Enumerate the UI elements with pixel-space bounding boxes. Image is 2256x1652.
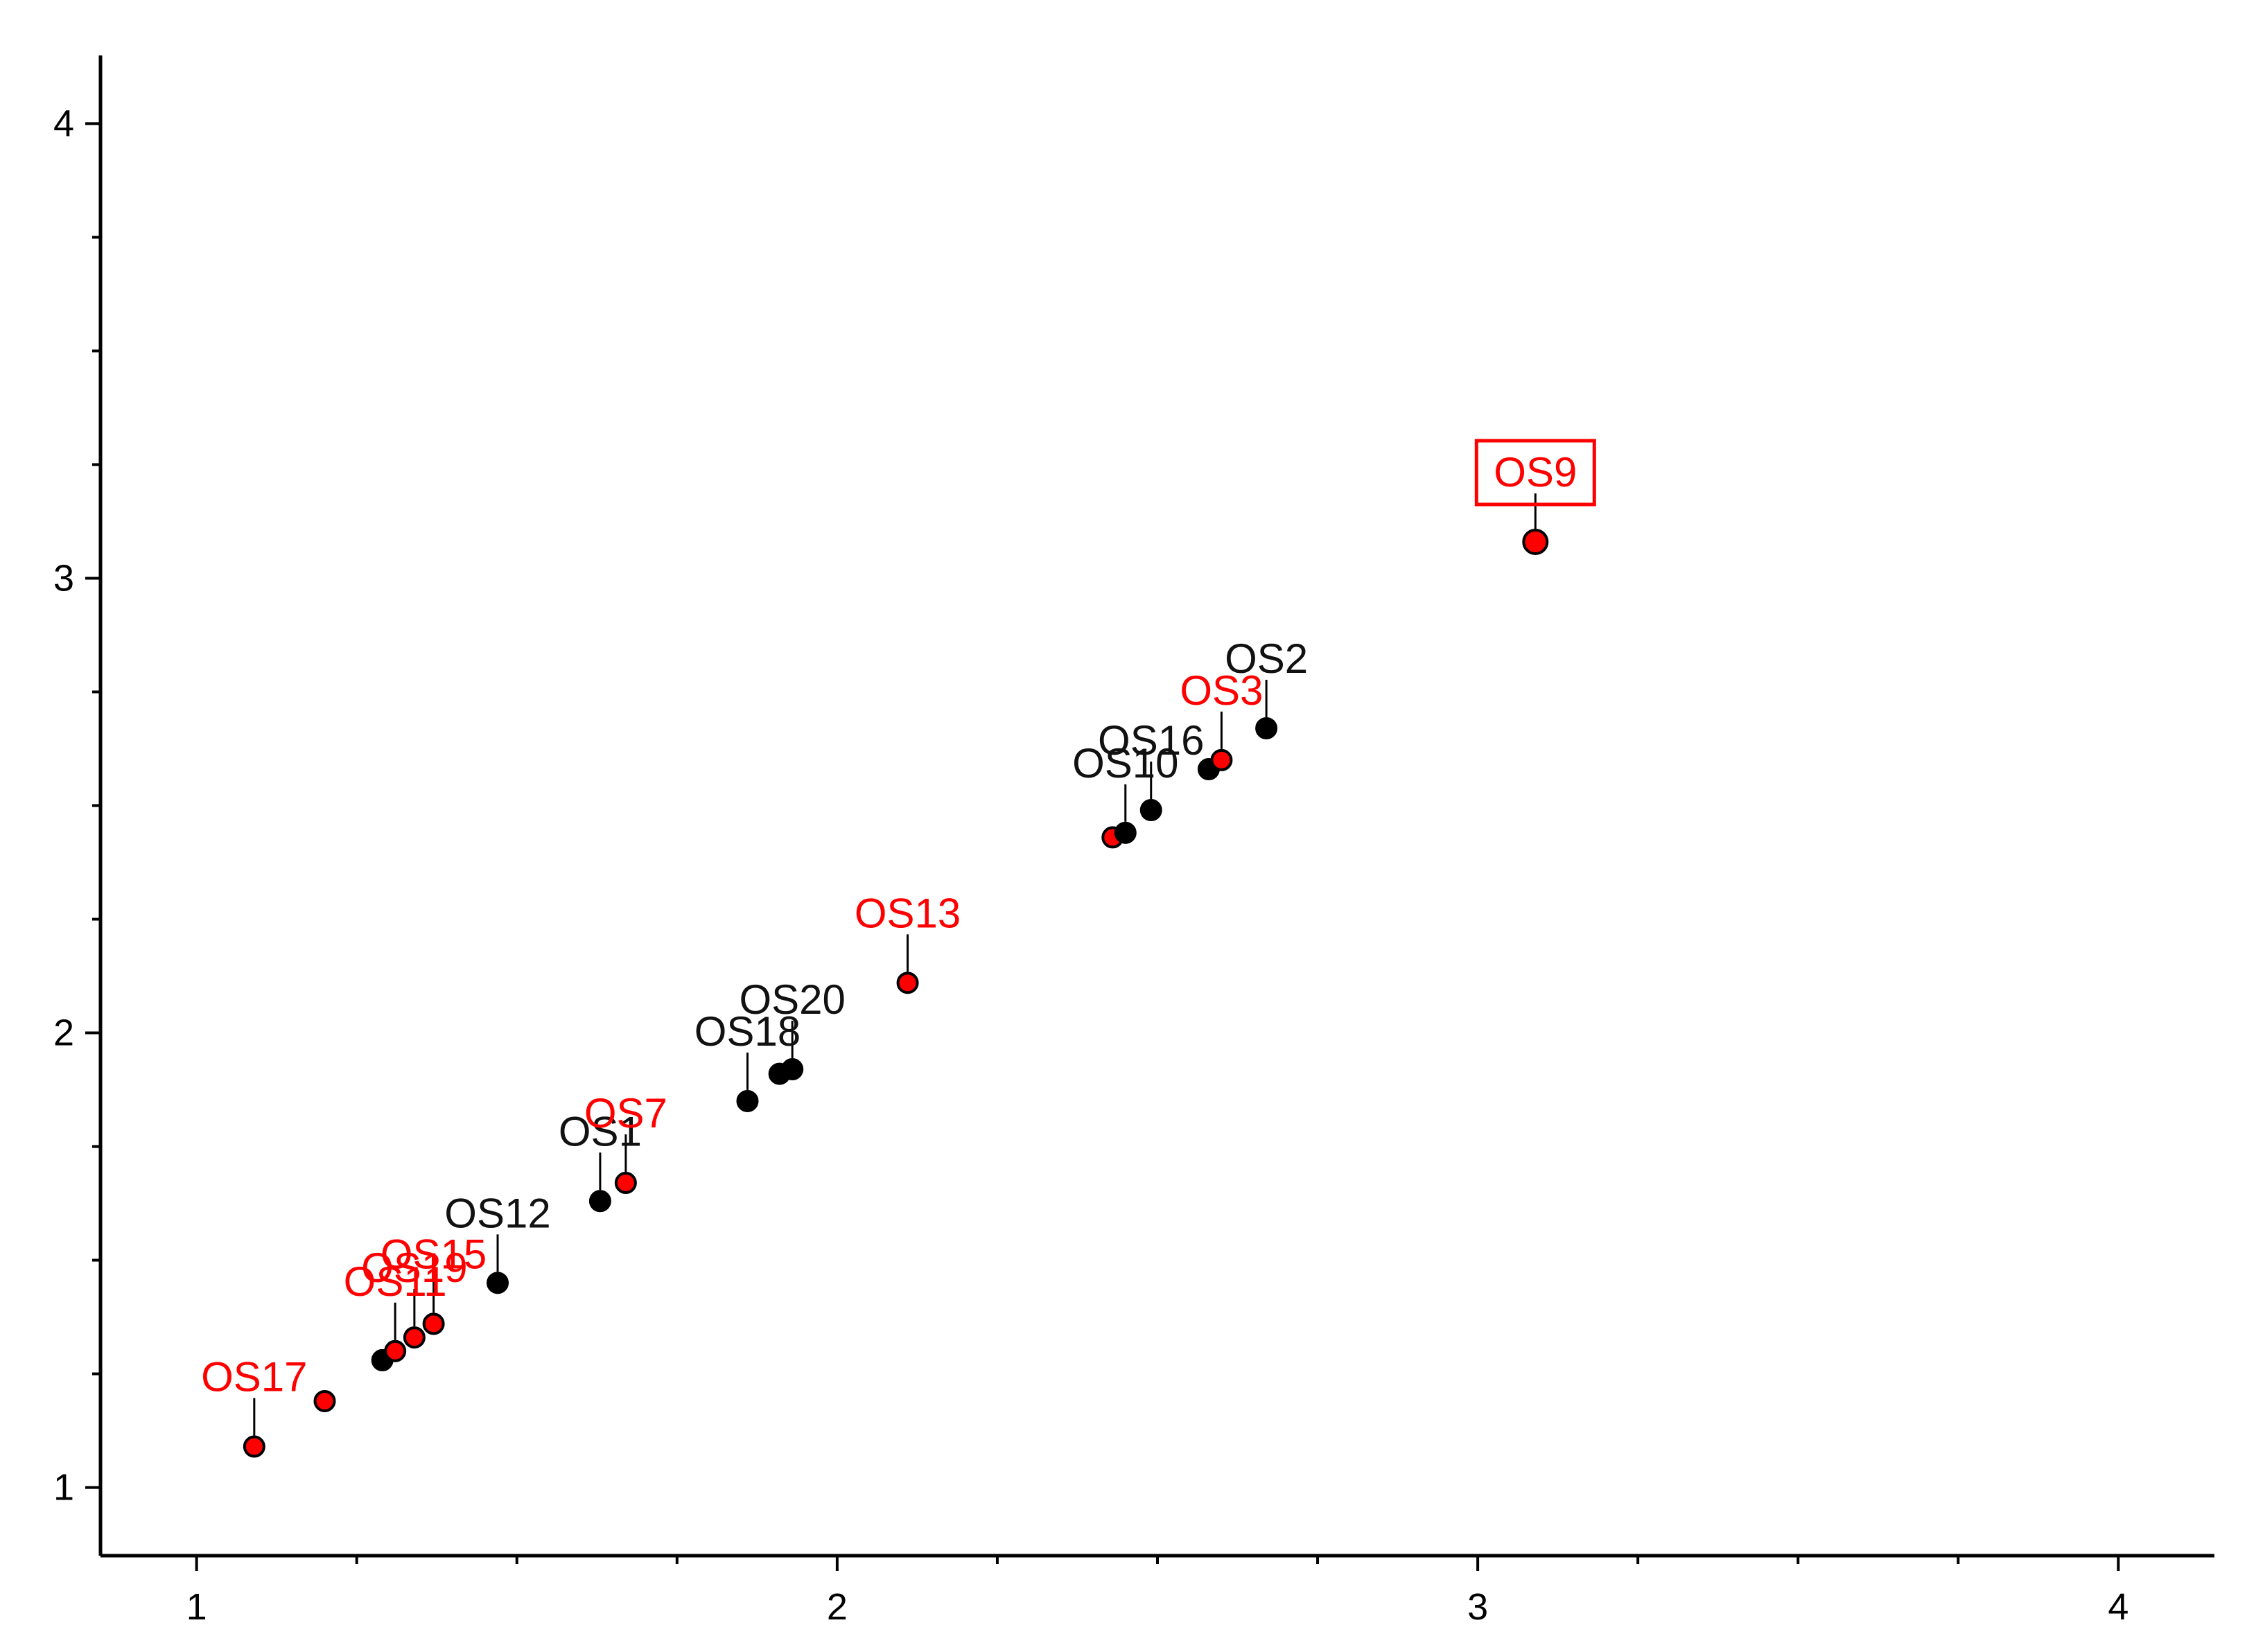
point-label: OS20 bbox=[739, 976, 845, 1023]
data-point bbox=[736, 1089, 759, 1112]
x-tick-label: 2 bbox=[827, 1586, 848, 1628]
point-label: OS13 bbox=[855, 890, 961, 936]
label-stems-layer bbox=[253, 493, 1537, 1436]
data-point bbox=[1139, 799, 1162, 822]
data-point bbox=[384, 1339, 407, 1362]
data-point bbox=[1255, 717, 1278, 739]
data-point bbox=[487, 1272, 509, 1294]
point-label: OS2 bbox=[1225, 635, 1308, 682]
point-label: OS15 bbox=[381, 1231, 487, 1277]
data-point bbox=[1210, 748, 1233, 771]
data-point bbox=[313, 1389, 336, 1412]
point-label: OS3 bbox=[1180, 667, 1263, 714]
points-layer bbox=[243, 528, 1549, 1458]
point-label: OS1 bbox=[559, 1108, 642, 1154]
y-tick-label: 3 bbox=[53, 557, 74, 599]
data-point bbox=[614, 1172, 637, 1195]
point-label: OS10 bbox=[1072, 740, 1178, 787]
point-label: OS18 bbox=[694, 1008, 801, 1055]
y-tick-label: 2 bbox=[53, 1012, 74, 1054]
x-tick-label: 4 bbox=[2108, 1586, 2128, 1628]
point-label: OS17 bbox=[201, 1354, 307, 1400]
data-point bbox=[588, 1190, 611, 1213]
axes-layer: 1 2 3 4 1 2 3 4 bbox=[53, 55, 2214, 1628]
point-label: OS12 bbox=[444, 1190, 550, 1236]
label-box bbox=[1474, 439, 1596, 507]
x-tick-label: 3 bbox=[1467, 1586, 1488, 1628]
data-point bbox=[896, 972, 919, 994]
y-tick-label: 1 bbox=[53, 1467, 74, 1509]
data-point bbox=[422, 1312, 445, 1335]
data-point bbox=[243, 1435, 265, 1458]
data-point bbox=[1114, 821, 1137, 844]
point-label: OS9 bbox=[1494, 449, 1577, 495]
point-label: OS11 bbox=[344, 1258, 447, 1305]
y-tick-label: 4 bbox=[53, 103, 74, 144]
data-point bbox=[781, 1058, 804, 1081]
data-point bbox=[1522, 528, 1549, 555]
x-tick-label: 1 bbox=[186, 1586, 207, 1628]
point-label: OS7 bbox=[584, 1090, 667, 1136]
point-label: OS16 bbox=[1098, 717, 1204, 764]
point-label: OS19 bbox=[361, 1245, 467, 1291]
data-point bbox=[403, 1326, 426, 1349]
